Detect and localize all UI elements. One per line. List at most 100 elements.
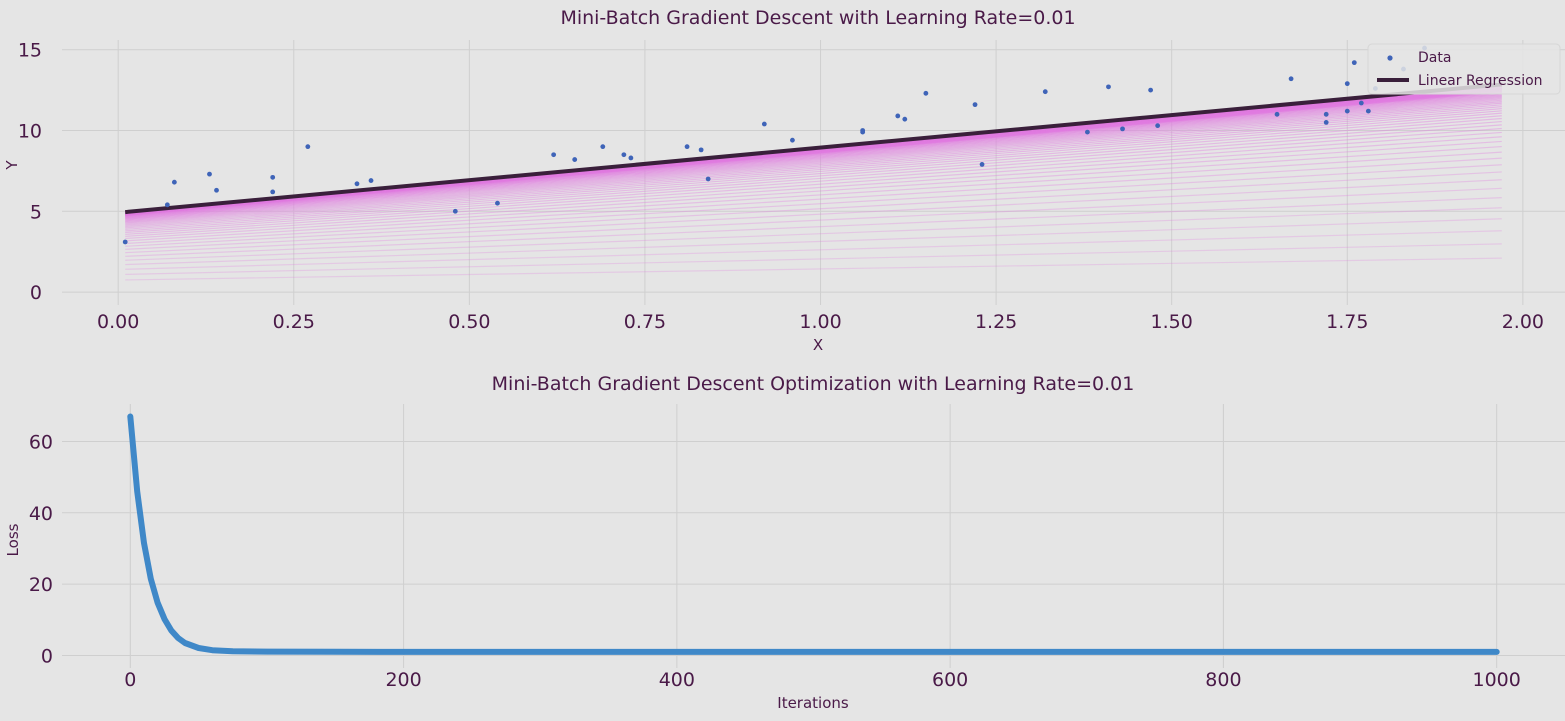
iteration-line bbox=[125, 196, 1502, 257]
regression-x-tick-label: 1.50 bbox=[1151, 311, 1193, 333]
regression-x-tick-label: 1.75 bbox=[1326, 311, 1368, 333]
loss-x-tick-label: 800 bbox=[1205, 669, 1241, 691]
regression-y-label: Y bbox=[3, 160, 21, 171]
iteration-line bbox=[125, 243, 1502, 275]
loss-x-label: Iterations bbox=[777, 694, 849, 712]
data-point bbox=[895, 113, 901, 119]
data-point bbox=[354, 181, 360, 187]
iteration-line bbox=[125, 124, 1502, 229]
loss-x-tick-label: 0 bbox=[124, 669, 136, 691]
regression-y-tick-label: 15 bbox=[18, 40, 42, 62]
data-point bbox=[164, 202, 170, 208]
loss-grid bbox=[62, 404, 1565, 668]
regression-line-group bbox=[125, 82, 1502, 215]
legend-data-marker bbox=[1387, 55, 1393, 61]
legend-data-label: Data bbox=[1418, 50, 1451, 66]
regression-x-label: X bbox=[813, 336, 823, 354]
data-point bbox=[684, 144, 690, 150]
loss-x-ticks: 0 200 400 600 800 1000 bbox=[124, 669, 1521, 691]
data-point bbox=[171, 179, 177, 185]
iteration-line bbox=[125, 106, 1502, 222]
regression-x-tick-label: 1.25 bbox=[975, 311, 1017, 333]
regression-x-tick-label: 1.00 bbox=[799, 311, 841, 333]
data-point bbox=[305, 144, 311, 150]
loss-plot-area bbox=[62, 404, 1565, 668]
iteration-line bbox=[125, 110, 1502, 223]
iteration-line bbox=[125, 145, 1502, 237]
data-point bbox=[122, 239, 128, 245]
iteration-line bbox=[125, 157, 1502, 242]
iteration-line bbox=[125, 99, 1502, 219]
loss-line bbox=[127, 413, 1500, 655]
regression-plot-area bbox=[62, 40, 1565, 305]
iteration-line bbox=[125, 187, 1502, 254]
data-point bbox=[790, 137, 795, 143]
data-points bbox=[122, 45, 1427, 245]
data-point bbox=[551, 152, 557, 158]
legend-box bbox=[1367, 43, 1561, 95]
loss-y-tick-label: 20 bbox=[29, 574, 53, 596]
iteration-line bbox=[125, 101, 1502, 220]
iteration-line bbox=[125, 117, 1502, 227]
data-point bbox=[1323, 111, 1329, 117]
regression-x-tick-label: 0.75 bbox=[624, 311, 666, 333]
iteration-line bbox=[125, 115, 1502, 225]
iteration-line bbox=[125, 102, 1502, 220]
data-point bbox=[572, 157, 578, 162]
iteration-line bbox=[125, 104, 1502, 221]
data-point bbox=[1288, 76, 1294, 82]
data-point bbox=[979, 162, 985, 167]
loss-y-label: Loss bbox=[4, 523, 22, 556]
iteration-line bbox=[125, 127, 1502, 230]
data-point bbox=[1155, 123, 1161, 129]
regression-y-tick-label: 0 bbox=[30, 282, 42, 304]
loss-x-tick-label: 1000 bbox=[1473, 669, 1521, 691]
loss-chart: 0 200 400 600 800 1000 0 20 40 60 Mini-Batch Gra… bbox=[4, 373, 1565, 712]
data-point bbox=[270, 174, 276, 180]
data-point bbox=[1365, 108, 1371, 114]
regression-y-tick-label: 5 bbox=[30, 201, 42, 223]
iteration-line bbox=[125, 171, 1502, 247]
iteration-line bbox=[125, 136, 1502, 234]
iteration-line bbox=[125, 179, 1502, 250]
loss-x-tick-label: 400 bbox=[659, 669, 695, 691]
regression-x-tick-label: 2.00 bbox=[1502, 311, 1544, 333]
data-point bbox=[1358, 100, 1364, 106]
regression-x-tick-label: 0.50 bbox=[448, 311, 490, 333]
iteration-line bbox=[125, 218, 1502, 266]
data-point bbox=[860, 129, 866, 135]
data-point bbox=[761, 121, 767, 127]
iteration-line bbox=[125, 230, 1502, 270]
data-point bbox=[1344, 81, 1350, 87]
data-point bbox=[698, 147, 704, 153]
data-point bbox=[495, 200, 500, 206]
data-point bbox=[1085, 129, 1090, 135]
data-point bbox=[452, 208, 458, 214]
data-point bbox=[705, 176, 711, 182]
data-point bbox=[1120, 126, 1125, 132]
regression-x-tick-label: 0.00 bbox=[97, 311, 139, 333]
data-point bbox=[214, 187, 219, 193]
loss-y-tick-label: 60 bbox=[29, 431, 53, 453]
loss-y-tick-label: 40 bbox=[29, 503, 53, 525]
data-point bbox=[923, 90, 929, 96]
legend-regression-label: Linear Regression bbox=[1418, 73, 1543, 89]
regression-x-ticks: 0.00 0.25 0.50 0.75 1.00 1.25 1.50 1.75 2.00 bbox=[97, 311, 1544, 333]
loss-x-tick-label: 600 bbox=[932, 669, 968, 691]
data-point bbox=[1274, 111, 1280, 117]
data-point bbox=[1351, 60, 1357, 66]
data-point bbox=[628, 155, 634, 161]
regression-title: Mini-Batch Gradient Descent with Learnin… bbox=[560, 7, 1075, 29]
iteration-line bbox=[125, 257, 1502, 281]
legend: Data Linear Regression bbox=[1367, 43, 1561, 95]
data-point bbox=[368, 178, 374, 183]
regression-chart: 0.00 0.25 0.50 0.75 1.00 1.25 1.50 1.75 2.00 0 5 1… bbox=[3, 7, 1565, 354]
data-point bbox=[1106, 84, 1111, 90]
iteration-line bbox=[125, 131, 1502, 232]
iteration-line bbox=[125, 151, 1502, 240]
regression-y-tick-label: 10 bbox=[18, 120, 42, 142]
iteration-line bbox=[125, 120, 1502, 228]
iteration-line bbox=[125, 207, 1502, 261]
regression-y-ticks: 0 5 10 15 bbox=[18, 40, 42, 304]
